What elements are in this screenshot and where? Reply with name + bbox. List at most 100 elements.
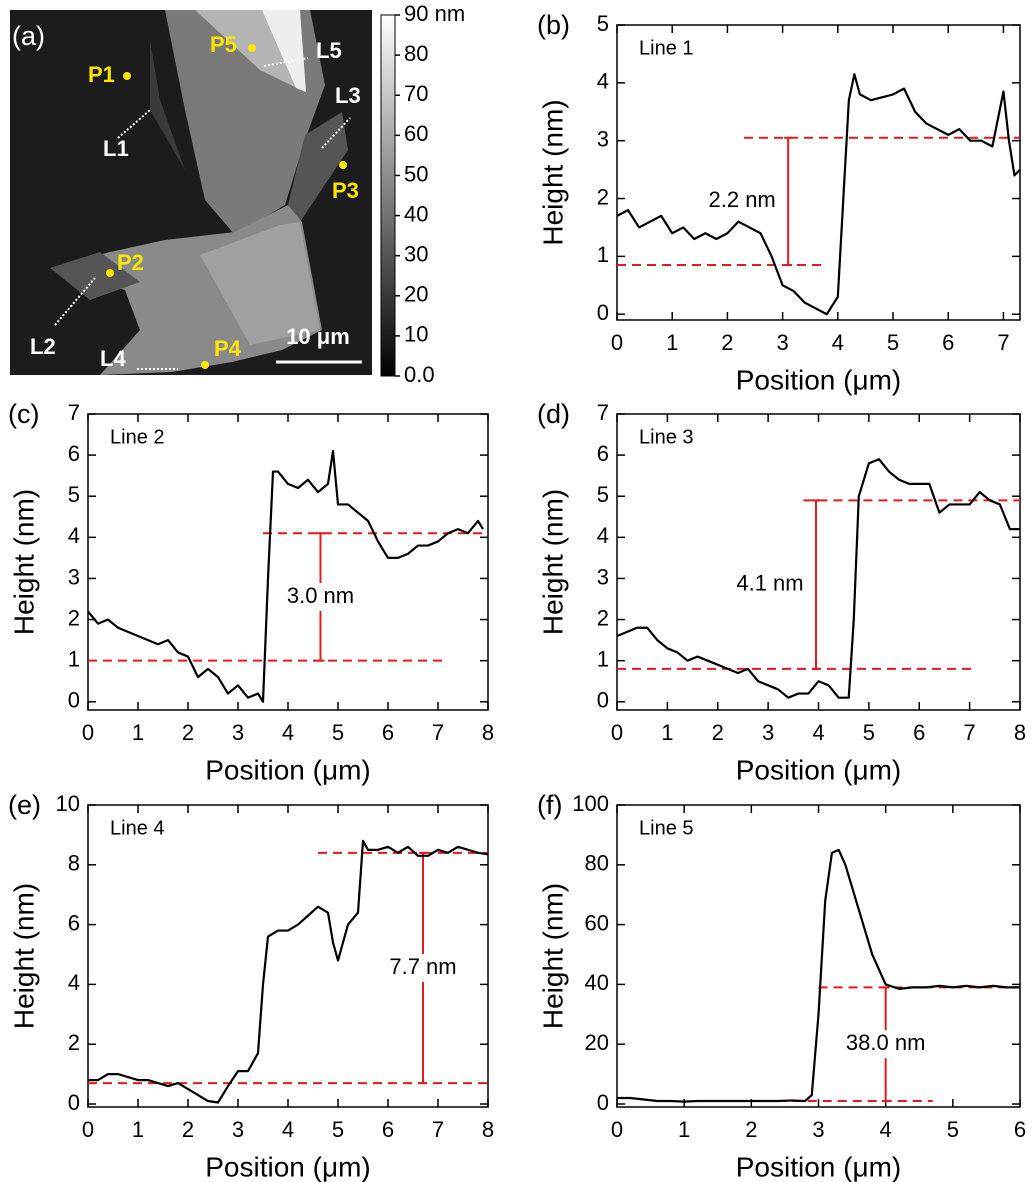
plot-frame xyxy=(616,804,1021,1108)
y-axis-label: Height (nm) xyxy=(537,883,568,1029)
colorbar-tick-label: 60 xyxy=(404,121,428,146)
x-axis-label: Position (μm) xyxy=(736,1151,902,1182)
point-marker xyxy=(106,269,114,277)
y-tick-label: 2 xyxy=(597,184,609,209)
flake xyxy=(200,222,320,345)
plot-title: Line 5 xyxy=(639,817,694,839)
x-tick-label: 0 xyxy=(82,720,94,745)
plot-frame xyxy=(616,413,1021,711)
y-tick-label: 2 xyxy=(68,605,80,630)
x-tick-label: 5 xyxy=(332,720,344,745)
x-tick-label: 6 xyxy=(382,1117,394,1142)
profile-line-label: L1 xyxy=(103,136,129,161)
panel-label: (e) xyxy=(8,790,41,820)
plot-frame xyxy=(616,24,1021,321)
y-tick-label: 6 xyxy=(68,910,80,935)
profile-line-label: L3 xyxy=(335,83,361,108)
y-tick-label: 8 xyxy=(68,851,80,876)
x-tick-label: 6 xyxy=(382,720,394,745)
y-tick-label: 6 xyxy=(68,441,80,466)
y-tick-label: 4 xyxy=(68,970,80,995)
x-tick-label: 2 xyxy=(712,720,724,745)
colorbar-tick-label: 70 xyxy=(404,81,428,106)
profile-line xyxy=(117,109,151,139)
afm-image xyxy=(10,10,372,375)
profile-curve xyxy=(617,848,1020,1103)
x-tick-label: 7 xyxy=(432,720,444,745)
point-marker xyxy=(248,44,256,52)
y-axis-label: Height (nm) xyxy=(537,99,568,245)
y-tick-label: 0 xyxy=(597,688,609,713)
profile-line xyxy=(263,57,309,67)
flake-edge xyxy=(262,10,306,92)
x-tick-label: 8 xyxy=(1014,720,1026,745)
colorbar-tick-label: 80 xyxy=(404,41,428,66)
x-tick-label: 8 xyxy=(482,1117,494,1142)
x-tick-label: 4 xyxy=(282,720,294,745)
y-axis-label: Height (nm) xyxy=(8,883,39,1029)
panel-label: (f) xyxy=(537,790,562,820)
plot-title: Line 4 xyxy=(110,817,165,839)
y-tick-label: 10 xyxy=(56,791,80,816)
y-tick-label: 0 xyxy=(597,300,609,325)
y-axis-label: Height (nm) xyxy=(537,489,568,635)
measure-label-bg xyxy=(379,953,467,982)
flake xyxy=(288,112,348,222)
colorbar-tick-label: 30 xyxy=(404,241,428,266)
measure-label: 4.1 nm xyxy=(736,570,803,595)
y-axis-label: Height (nm) xyxy=(8,489,39,635)
y-tick-label: 0 xyxy=(68,688,80,713)
y-tick-label: 3 xyxy=(597,126,609,151)
point-label: P4 xyxy=(214,336,242,361)
colorbar-tick-label: 10 xyxy=(404,322,428,347)
colorbar-tick-label: 40 xyxy=(404,201,428,226)
point-label: P2 xyxy=(117,250,144,275)
y-tick-label: 7 xyxy=(597,400,609,425)
x-tick-label: 4 xyxy=(880,1117,892,1142)
colorbar-tick-label: 0.0 xyxy=(404,362,435,387)
x-tick-label: 1 xyxy=(132,720,144,745)
y-tick-label: 3 xyxy=(597,564,609,589)
x-tick-label: 3 xyxy=(232,1117,244,1142)
y-tick-label: 1 xyxy=(597,646,609,671)
plot-title: Line 3 xyxy=(639,426,694,448)
profile-curve xyxy=(87,449,484,703)
panel-label: (c) xyxy=(8,399,39,429)
x-tick-label: 3 xyxy=(812,1117,824,1142)
x-axis-label: Position (μm) xyxy=(736,754,902,785)
colorbar xyxy=(380,14,396,377)
x-tick-label: 1 xyxy=(661,720,673,745)
x-tick-label: 1 xyxy=(132,1117,144,1142)
x-tick-label: 0 xyxy=(611,720,623,745)
x-tick-label: 2 xyxy=(745,1117,757,1142)
x-tick-label: 4 xyxy=(812,720,824,745)
x-tick-label: 3 xyxy=(776,330,788,355)
profile-line-label: L5 xyxy=(316,38,342,63)
y-tick-label: 100 xyxy=(572,791,609,816)
flake xyxy=(150,40,185,170)
y-tick-label: 5 xyxy=(68,482,80,507)
y-tick-label: 4 xyxy=(597,69,609,94)
x-tick-label: 7 xyxy=(432,1117,444,1142)
y-tick-label: 0 xyxy=(68,1090,80,1115)
profile-curve xyxy=(616,73,1021,316)
x-axis-label: Position (μm) xyxy=(205,1151,371,1182)
y-tick-label: 20 xyxy=(585,1030,609,1055)
profile-line-label: L2 xyxy=(30,334,56,359)
y-tick-label: 2 xyxy=(597,605,609,630)
x-tick-label: 5 xyxy=(947,1117,959,1142)
y-tick-label: 0 xyxy=(597,1090,609,1115)
flake xyxy=(50,252,140,300)
colorbar-tick-label: 50 xyxy=(404,161,428,186)
y-tick-label: 4 xyxy=(597,523,609,548)
panel-label: (d) xyxy=(537,399,570,429)
x-tick-label: 2 xyxy=(721,330,733,355)
x-tick-label: 0 xyxy=(611,1117,623,1142)
point-marker xyxy=(339,161,347,169)
x-tick-label: 2 xyxy=(182,720,194,745)
profile-line-label: L4 xyxy=(100,346,126,371)
plot-title: Line 2 xyxy=(110,426,165,448)
x-tick-label: 3 xyxy=(232,720,244,745)
colorbar-tick-label: 20 xyxy=(404,282,428,307)
